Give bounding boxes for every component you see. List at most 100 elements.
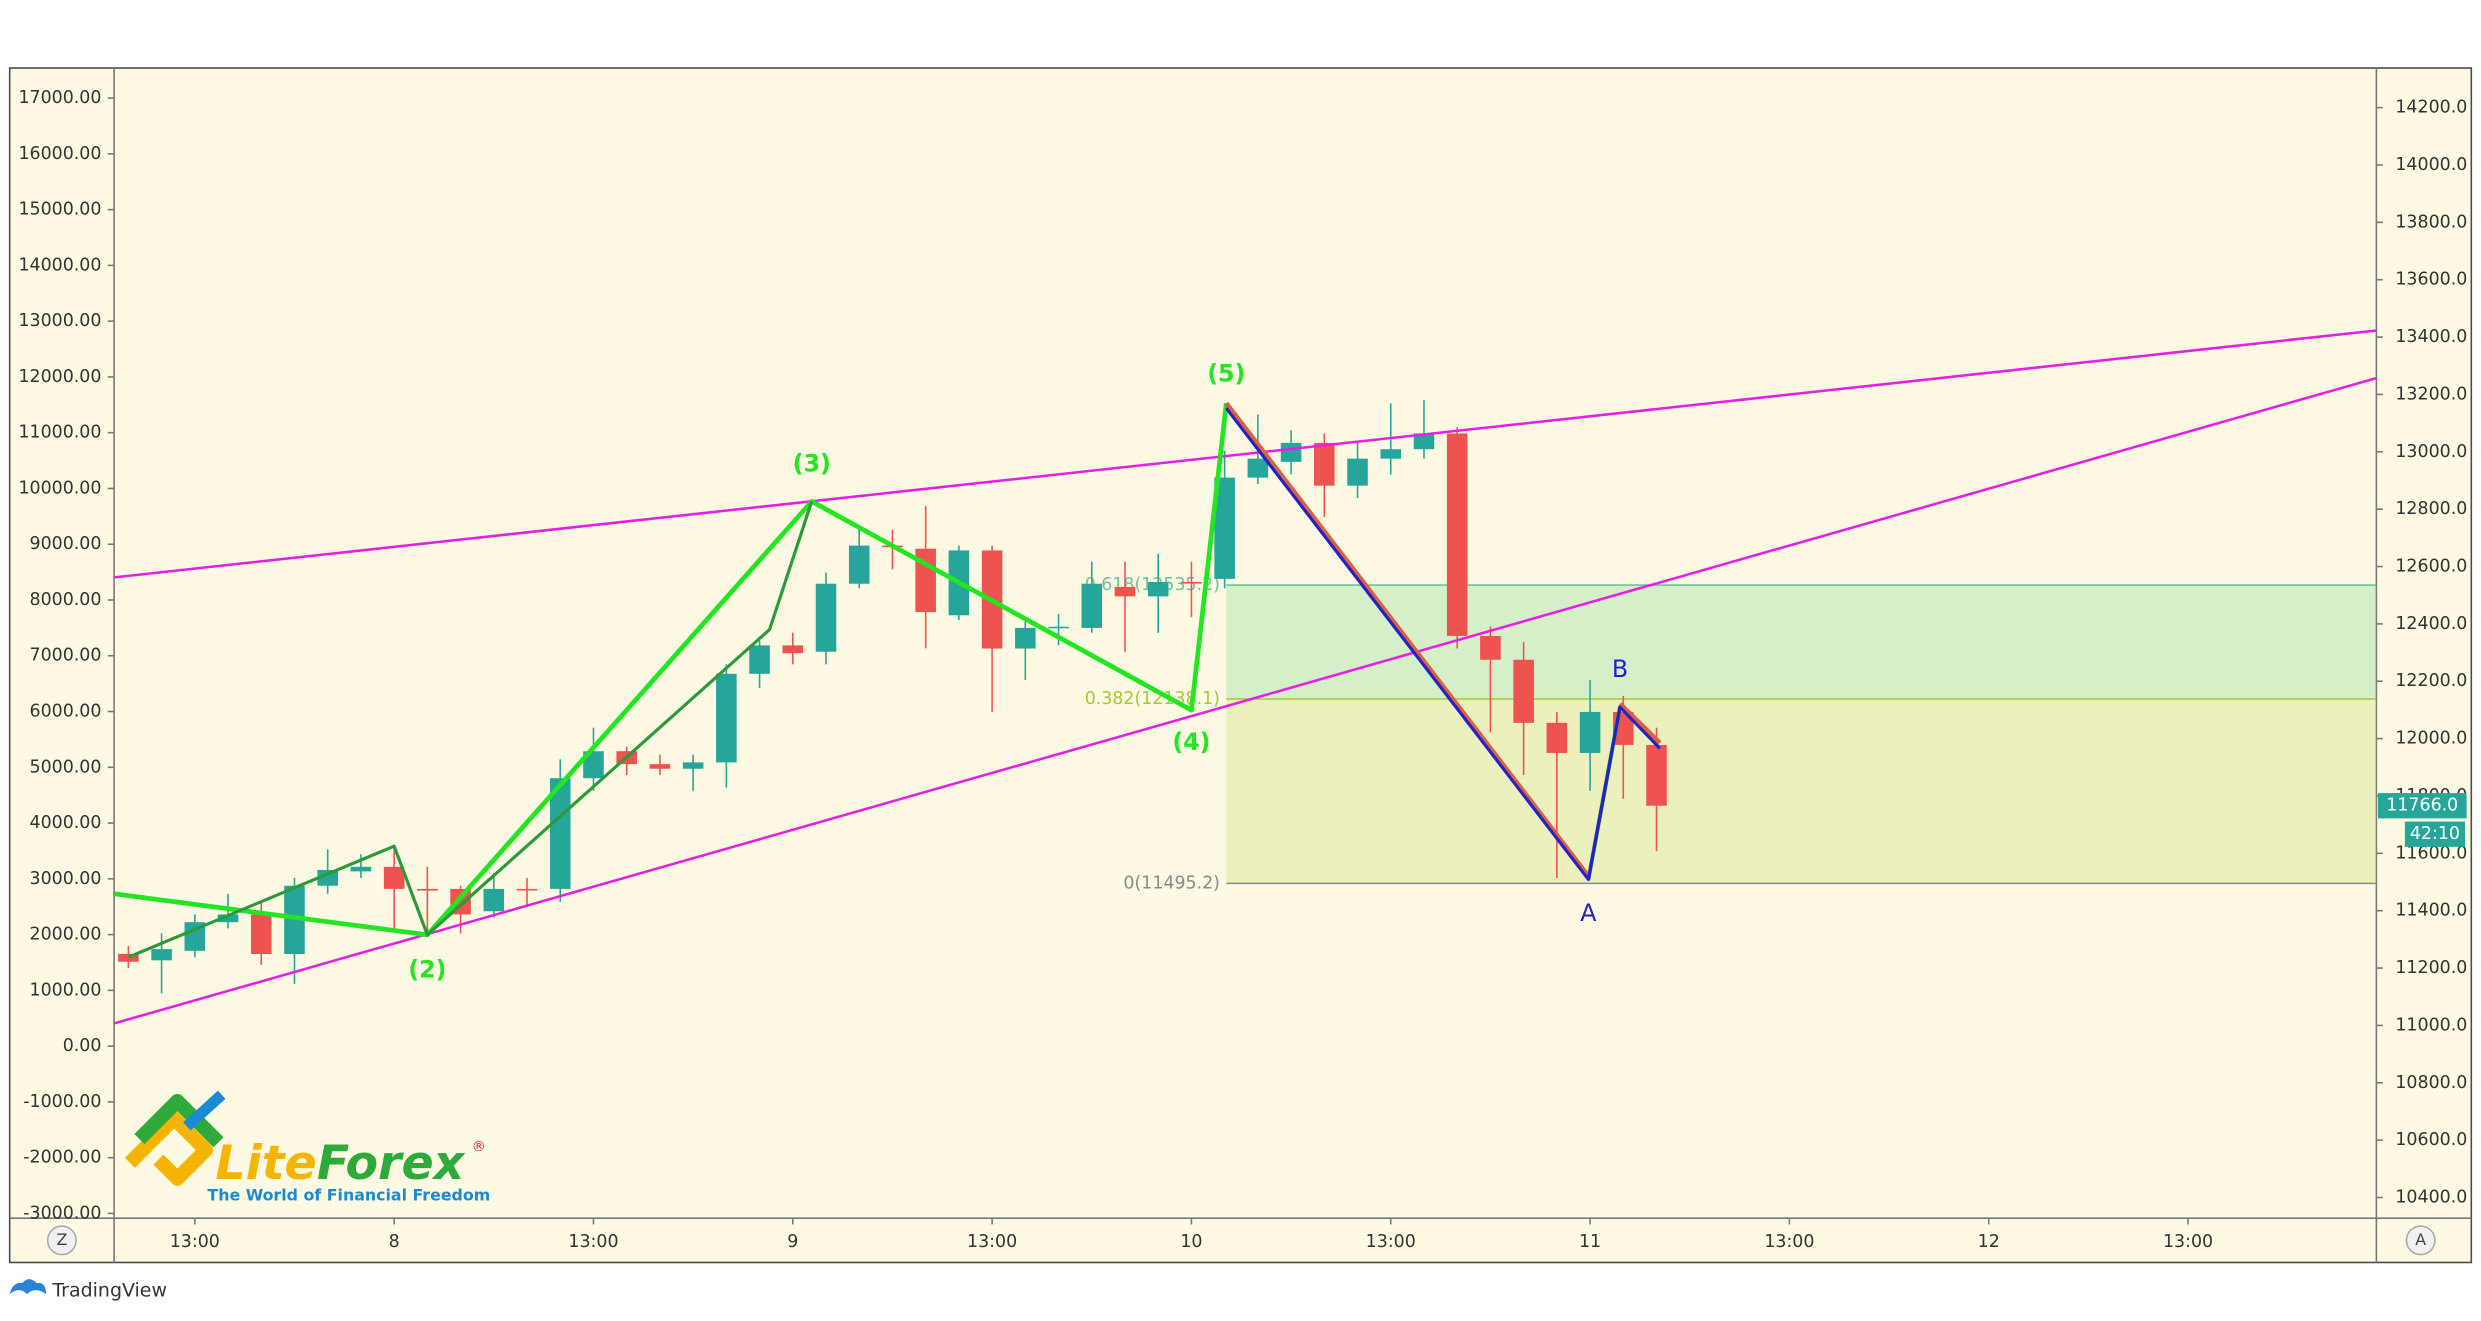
candle-body (583, 751, 604, 779)
drawing-line (1225, 407, 1661, 882)
candle-body (749, 645, 770, 674)
candle-body (682, 762, 704, 769)
candle-body (1015, 627, 1036, 649)
y2-tick-label: 0.00 (63, 1036, 102, 1056)
candle-body (284, 885, 305, 955)
candle-body (1579, 711, 1601, 753)
y2-tick-label: -1000.00 (23, 1092, 101, 1112)
candle-body (1380, 449, 1402, 459)
y-tick-label: 11000.0 (2395, 1015, 2467, 1035)
candle-body (1347, 458, 1368, 486)
y-tick-label: 13200.0 (2395, 384, 2467, 404)
candle-body (1546, 722, 1568, 753)
scale-button-right-label[interactable]: A (2415, 1230, 2426, 1249)
y-tick-label: 11600.0 (2395, 843, 2467, 863)
x-tick-label: 9 (787, 1232, 798, 1252)
y2-tick-label: 12000.00 (18, 367, 101, 387)
x-tick-label: 13:00 (170, 1232, 220, 1252)
candle-body (815, 583, 837, 652)
axes: 10400.010600.010800.011000.011200.011400… (18, 88, 2467, 1252)
countdown-label: 42:10 (2410, 824, 2460, 844)
fib-zone (1226, 585, 2377, 699)
last-price-box (2377, 793, 2467, 819)
y2-tick-label: -2000.00 (23, 1148, 101, 1168)
candle-body (1513, 659, 1534, 723)
candle-body (782, 645, 804, 654)
wave-label: B (1612, 655, 1628, 683)
y2-tick-label: 11000.00 (18, 423, 101, 443)
plot-area: 0(11495.2)0.382(12138.1)0.618(12535.2)(2… (114, 329, 2377, 1025)
tradingview-brand: TradingView (51, 1279, 167, 1301)
candle-body (1214, 477, 1235, 579)
candle-body (716, 673, 737, 763)
x-tick-label: 13:00 (568, 1232, 618, 1252)
logo: LiteForex ® The World of Financial Freed… (124, 1090, 490, 1205)
fib-level-label: 0(11495.2) (1123, 873, 1220, 893)
candle-body (217, 914, 239, 923)
scale-button-left-label[interactable]: Z (56, 1230, 67, 1249)
y-tick-label: 12600.0 (2395, 557, 2467, 577)
y2-tick-label: -3000.00 (23, 1203, 101, 1223)
y-tick-label: 11400.0 (2395, 901, 2467, 921)
y2-tick-label: 15000.00 (18, 200, 101, 220)
y2-tick-label: 2000.00 (30, 925, 102, 945)
scale-button-right[interactable] (2405, 1225, 2436, 1256)
y-tick-label: 10400.0 (2395, 1188, 2467, 1208)
y2-tick-label: 3000.00 (30, 869, 102, 889)
tradingview-icon (9, 1279, 47, 1295)
candle-body (1480, 635, 1501, 660)
y2-tick-label: 4000.00 (30, 813, 102, 833)
y-tick-label: 11200.0 (2395, 958, 2467, 978)
logo-mark: ® (472, 1139, 486, 1155)
chart-frame (8, 67, 2473, 1264)
y-tick-label: 13800.0 (2395, 212, 2467, 232)
logo-icon-green (134, 1093, 224, 1148)
candle-body (1147, 582, 1169, 597)
wave-label: (3) (793, 449, 831, 477)
scale-button-left[interactable] (46, 1225, 77, 1256)
candle-body (649, 764, 671, 769)
y2-tick-label: 7000.00 (30, 646, 102, 666)
candle-body (1181, 582, 1202, 584)
y-tick-label: 14000.0 (2395, 155, 2467, 175)
candle-body (1413, 433, 1435, 450)
candle-body (350, 866, 372, 872)
y2-tick-label: 14000.00 (18, 255, 101, 275)
logo-icon-yellow (124, 1111, 213, 1186)
y-tick-label: 10800.0 (2395, 1073, 2467, 1093)
candle-body (317, 869, 338, 886)
wave-label: A (1580, 899, 1597, 927)
y2-tick-label: 5000.00 (30, 757, 102, 777)
candle-body (549, 778, 571, 889)
candle-body (151, 949, 172, 961)
candle-body (1280, 442, 1302, 462)
y-tick-label: 12200.0 (2395, 671, 2467, 691)
y-tick-label: 13000.0 (2395, 442, 2467, 462)
y-tick-label: 12400.0 (2395, 614, 2467, 634)
fib-level-label: 0.382(12138.1) (1085, 689, 1220, 709)
fib-zone (1226, 698, 2377, 884)
y-tick-label: 13600.0 (2395, 270, 2467, 290)
y-tick-label: 12800.0 (2395, 499, 2467, 519)
candle-body (1446, 433, 1468, 636)
x-tick-label: 8 (389, 1232, 400, 1252)
x-tick-label: 13:00 (1764, 1232, 1814, 1252)
candle-body (118, 954, 139, 962)
wave-label: (2) (408, 956, 446, 984)
logo-tagline: The World of Financial Freedom (207, 1186, 490, 1205)
last-price-label: 11766.0 (2386, 796, 2458, 816)
candle-body (250, 914, 272, 955)
x-tick-label: 12 (1978, 1232, 2000, 1252)
x-tick-label: 11 (1579, 1232, 1601, 1252)
wave-label: (4) (1172, 728, 1210, 756)
y-tick-label: 10600.0 (2395, 1130, 2467, 1150)
drawing-line (1224, 401, 1591, 878)
y2-tick-label: 10000.00 (18, 478, 101, 498)
candle-body (848, 545, 870, 584)
candle-body (1247, 458, 1269, 478)
x-tick-label: 13:00 (1366, 1232, 1416, 1252)
y2-tick-label: 6000.00 (30, 702, 102, 722)
drawing-line (114, 376, 2377, 1025)
y2-tick-label: 1000.00 (30, 980, 102, 1000)
drawing-line (127, 500, 814, 959)
